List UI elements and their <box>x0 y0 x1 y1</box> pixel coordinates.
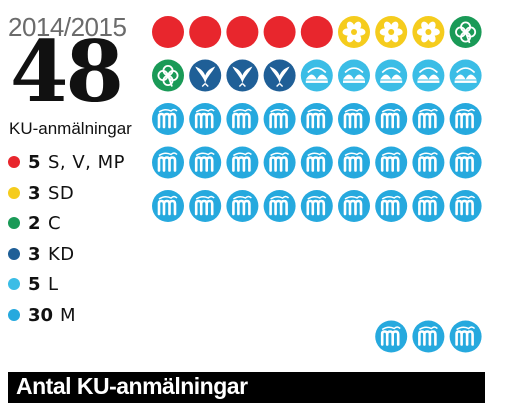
m-logo-icon <box>449 103 482 135</box>
legend-dot-icon <box>8 186 20 199</box>
m-logo-icon <box>449 320 482 353</box>
m-logo-icon <box>189 190 222 222</box>
m-logo-icon <box>189 103 222 135</box>
m-logo-icon <box>338 103 370 135</box>
m-logo-icon <box>152 146 184 179</box>
legend-label: M <box>60 304 77 326</box>
footer-rule <box>8 401 485 403</box>
legend-dot-icon <box>8 278 20 290</box>
l-logo-icon <box>338 59 370 92</box>
m-logo-icon <box>412 190 445 222</box>
legend-label: KD <box>48 243 75 265</box>
c-clover-icon <box>152 59 184 92</box>
legend-dot-icon <box>8 156 20 168</box>
red-dot-icon <box>226 16 259 48</box>
m-logo-icon <box>412 320 445 353</box>
red-dot-icon <box>152 16 184 48</box>
m-logo-icon <box>412 103 445 135</box>
m-logo-icon <box>152 103 184 135</box>
legend-count: 2 <box>28 213 41 234</box>
m-logo-icon <box>189 146 222 179</box>
m-logo-icon <box>338 190 370 222</box>
m-logo-icon <box>300 103 333 135</box>
m-logo-icon <box>226 190 259 222</box>
sd-flower-icon <box>338 16 370 48</box>
legend-dot-icon <box>8 217 20 229</box>
legend-count: 5 <box>28 274 41 295</box>
legend-count: 30 <box>28 304 54 326</box>
kd-dove-icon <box>226 59 259 92</box>
m-logo-icon <box>263 190 296 222</box>
m-logo-icon <box>375 320 408 353</box>
m-logo-icon <box>449 190 482 222</box>
m-logo-icon <box>338 146 370 179</box>
legend-count: 5 <box>28 152 41 173</box>
legend-label: SD <box>48 182 75 204</box>
l-logo-icon <box>300 59 333 92</box>
m-logo-icon <box>263 103 296 135</box>
legend-label: S, V, MP <box>48 152 126 173</box>
red-dot-icon <box>263 16 296 48</box>
legend-count: 3 <box>28 182 41 204</box>
m-logo-icon <box>152 190 184 222</box>
footer-title: Antal KU-anmälningar <box>16 373 248 399</box>
m-logo-icon <box>375 103 408 135</box>
m-logo-icon <box>300 190 333 222</box>
legend-label: C <box>48 213 62 234</box>
legend-dot-icon <box>8 247 20 260</box>
m-logo-icon <box>226 146 259 179</box>
c-clover-icon <box>449 16 482 48</box>
m-logo-icon <box>375 190 408 222</box>
legend-dot-icon <box>8 308 20 321</box>
m-logo-icon <box>300 146 333 179</box>
red-dot-icon <box>189 16 222 48</box>
footer-bar: Antal KU-anmälningar <box>8 372 485 402</box>
kd-dove-icon <box>263 59 296 92</box>
l-logo-icon <box>375 59 408 92</box>
legend-count: 3 <box>28 243 41 265</box>
period-label: 2014/2015 <box>8 12 127 42</box>
l-logo-icon <box>449 59 482 92</box>
m-logo-icon <box>375 146 408 179</box>
sd-flower-icon <box>412 16 445 48</box>
kd-dove-icon <box>189 59 222 92</box>
legend-label: L <box>48 274 59 295</box>
m-logo-icon <box>263 146 296 179</box>
total-label: KU-anmälningar <box>9 119 132 138</box>
sd-flower-icon <box>375 16 408 48</box>
red-dot-icon <box>300 16 333 48</box>
l-logo-icon <box>412 59 445 92</box>
m-logo-icon <box>226 103 259 135</box>
m-logo-icon <box>449 146 482 179</box>
total-count: 48 <box>10 22 124 121</box>
pictogram-grid <box>152 16 482 353</box>
m-logo-icon <box>412 146 445 179</box>
